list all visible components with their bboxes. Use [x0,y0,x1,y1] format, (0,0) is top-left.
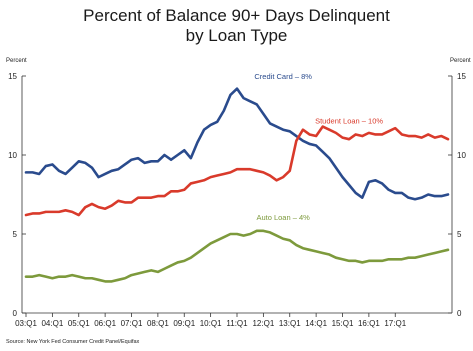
series-label-credit-card: Credit Card – 8% [254,72,312,81]
y-tick-label-right-1: 5 [457,230,462,239]
x-tick-label-11: 14:Q1 [305,319,327,328]
series-line-auto-loan [24,229,450,283]
series-label-auto-loan: Auto Loan – 4% [256,213,310,222]
y-tick-label-right-2: 10 [457,151,466,160]
series-line-student-loan [24,125,450,217]
y-tick-label-left-3: 15 [8,72,17,81]
x-tick-label-6: 09:Q1 [173,319,195,328]
chart-title-line-2: by Loan Type [185,26,288,45]
x-tick-label-13: 16:Q1 [358,319,380,328]
x-tick-label-3: 06:Q1 [94,319,116,328]
x-tick-label-12: 15:Q1 [332,319,354,328]
x-tick-label-10: 13:Q1 [279,319,301,328]
x-tick-label-9: 12:Q1 [252,319,274,328]
y-axis-unit-left: Percent [6,58,27,64]
source-note: Source: New York Fed Consumer Credit Pan… [6,339,140,345]
y-axis-unit-right: Percent [450,58,471,64]
x-tick-label-1: 04:Q1 [41,319,63,328]
series-line-credit-card [24,87,450,201]
x-tick-label-2: 05:Q1 [68,319,90,328]
x-tick-label-7: 10:Q1 [200,319,222,328]
series-label-student-loan: Student Loan – 10% [315,116,383,125]
x-tick-label-5: 08:Q1 [147,319,169,328]
x-tick-label-14: 17:Q1 [384,319,406,328]
y-tick-label-right-0: 0 [457,309,462,318]
y-tick-label-right-3: 15 [457,72,466,81]
y-tick-label-left-2: 10 [8,151,17,160]
y-tick-label-left-1: 5 [13,230,18,239]
x-tick-label-4: 07:Q1 [121,319,143,328]
y-tick-label-left-0: 0 [13,309,18,318]
chart-title-line-1: Percent of Balance 90+ Days Delinquent [83,6,390,25]
x-tick-label-0: 03:Q1 [15,319,37,328]
x-tick-label-8: 11:Q1 [226,319,248,328]
